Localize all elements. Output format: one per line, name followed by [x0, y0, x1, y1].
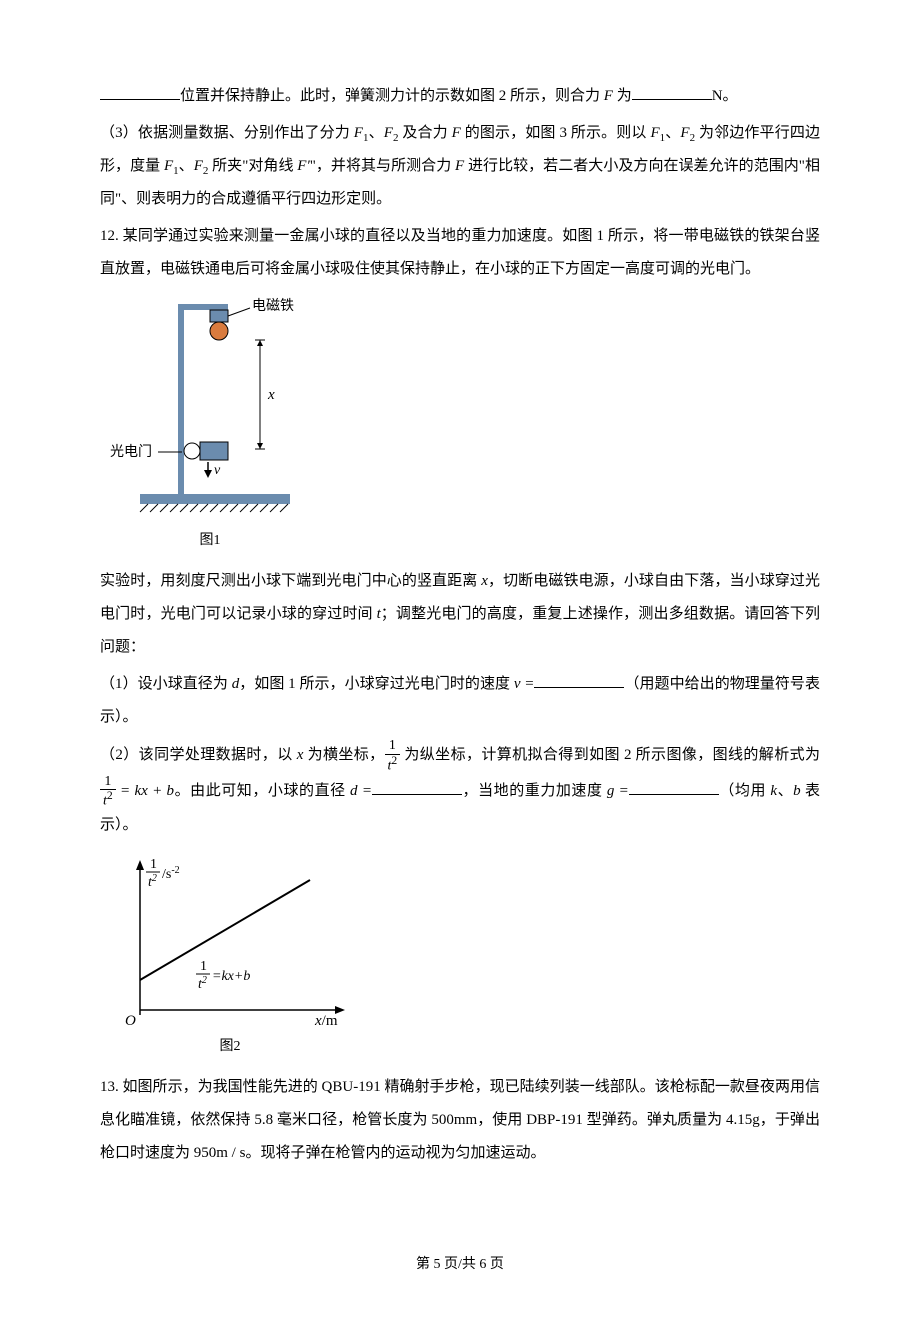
blank-v — [534, 673, 624, 688]
xlabel: x/m — [314, 1013, 338, 1029]
var: F — [384, 125, 393, 141]
var: F — [354, 125, 363, 141]
para-q12-2: （2）该同学处理数据时，以 x 为横坐标，1t2 为纵坐标，计算机拟合得到如图 … — [100, 738, 820, 842]
text: ，如图 1 所示，小球穿过光电门时的速度 — [239, 676, 514, 692]
text: ，当地的重力加速度 — [462, 783, 607, 799]
frac-1-t2-b: 1t2 — [100, 774, 116, 809]
var: F — [455, 158, 464, 174]
var-F: F — [604, 88, 613, 104]
para-q12-proc: 实验时，用刻度尺测出小球下端到光电门中心的竖直距离 x，切断电磁铁电源，小球自由… — [100, 565, 820, 664]
v-arrow-head — [204, 470, 212, 478]
var: F — [650, 125, 659, 141]
eq-rhs: =kx+b — [212, 969, 250, 984]
label-gate: 光电门 — [110, 444, 152, 460]
text: 为横坐标， — [303, 747, 384, 763]
ylabel-den: t2 — [148, 873, 157, 890]
text: 、 — [368, 125, 383, 141]
var: F′ — [297, 158, 309, 174]
eq-kxb: = kx + b — [116, 783, 174, 799]
y-axis-arrow — [136, 860, 144, 870]
var: F — [680, 125, 689, 141]
hatching — [140, 504, 288, 512]
text: "，并将其与所测合力 — [310, 158, 455, 174]
pole — [178, 304, 184, 494]
text: 、 — [777, 783, 793, 799]
para-continuation: 位置并保持静止。此时，弹簧测力计的示数如图 2 所示，则合力 F 为 N。 — [100, 80, 820, 113]
fit-line — [140, 880, 310, 980]
origin-label: O — [125, 1013, 136, 1029]
blank-d — [372, 780, 462, 795]
text: 。由此可知，小球的直径 — [174, 783, 350, 799]
text: ，使用 DBP-191 型弹药。弹丸质量为 — [477, 1112, 726, 1128]
var: F — [452, 125, 461, 141]
x-arrow-down — [257, 443, 263, 449]
var-g-eq: g = — [607, 783, 629, 799]
para-q12-1: （1）设小球直径为 d，如图 1 所示，小球穿过光电门时的速度 v =（用题中给… — [100, 668, 820, 734]
text: 为纵坐标，计算机拟合得到如图 2 所示图像，图线的解析式为 — [400, 747, 820, 763]
photogate-ring — [184, 443, 200, 459]
text: 、 — [665, 125, 680, 141]
text: 及合力 — [398, 125, 451, 141]
text: （1）设小球直径为 — [100, 676, 232, 692]
text: N。 — [712, 88, 738, 104]
fig1-caption: 图1 — [100, 526, 320, 557]
var: F — [164, 158, 173, 174]
x-arrow-up — [257, 340, 263, 346]
page-footer: 第 5 页/共 6 页 — [100, 1250, 820, 1281]
text: （均用 — [719, 783, 771, 799]
frac-1-t2-a: 1t2 — [385, 738, 401, 773]
para-q11-3: （3）依据测量数据、分别作出了分力 F1、F2 及合力 F 的图示，如图 3 所… — [100, 117, 820, 216]
photogate-box — [200, 442, 228, 460]
val-len: 500mm — [431, 1112, 477, 1128]
label-v: v — [214, 463, 221, 478]
electromagnet — [210, 310, 228, 322]
val-mass: 4.15g — [726, 1112, 760, 1128]
eq-den: t2 — [198, 975, 207, 992]
var-v-eq: v = — [514, 676, 535, 692]
blank-g — [629, 780, 719, 795]
ball — [210, 322, 228, 340]
base-rect — [140, 494, 290, 504]
ylabel-unit: /s-2 — [162, 865, 180, 882]
figure-2-svg: O 1 t2 /s-2 x/m 1 t2 =kx+b — [100, 850, 360, 1030]
figure-2: O 1 t2 /s-2 x/m 1 t2 =kx+b 图2 — [100, 850, 820, 1063]
text: 。现将子弹在枪管内的运动视为匀加速运动。 — [245, 1145, 545, 1161]
figure-1: 电磁铁 x v 光电门 图1 — [100, 294, 820, 557]
para-q12-intro: 12. 某同学通过实验来测量一金属小球的直径以及当地的重力加速度。如图 1 所示… — [100, 220, 820, 286]
text: 12. 某同学通过实验来测量一金属小球的直径以及当地的重力加速度。如图 1 所示… — [100, 228, 820, 277]
label-magnet: 电磁铁 — [252, 298, 294, 314]
blank-position — [100, 85, 180, 100]
text: 所夹"对角线 — [208, 158, 297, 174]
text: 为 — [613, 88, 632, 104]
label-x: x — [267, 387, 275, 403]
figure-1-svg: 电磁铁 x v 光电门 — [100, 294, 320, 524]
var: F — [194, 158, 203, 174]
text: 、 — [179, 158, 194, 174]
var-b: b — [793, 783, 801, 799]
label-line-magnet — [228, 308, 250, 316]
top-arm — [178, 304, 228, 310]
text: 的图示，如图 3 所示。则以 — [461, 125, 651, 141]
text: （3）依据测量数据、分别作出了分力 — [100, 125, 354, 141]
text: 实验时，用刻度尺测出小球下端到光电门中心的竖直距离 — [100, 573, 481, 589]
ylabel-num: 1 — [150, 857, 157, 872]
para-q13: 13. 如图所示，为我国性能先进的 QBU-191 精确射手步枪，现已陆续列装一… — [100, 1071, 820, 1170]
text: 位置并保持静止。此时，弹簧测力计的示数如图 2 所示，则合力 — [180, 88, 604, 104]
blank-F-value — [632, 85, 712, 100]
fig2-caption: 图2 — [100, 1032, 360, 1063]
text: （2）该同学处理数据时，以 — [100, 747, 297, 763]
var-x: x — [481, 573, 488, 589]
var-d-eq: d = — [350, 783, 372, 799]
eq-num: 1 — [200, 959, 207, 974]
val-vel: 950m / s — [194, 1145, 246, 1161]
